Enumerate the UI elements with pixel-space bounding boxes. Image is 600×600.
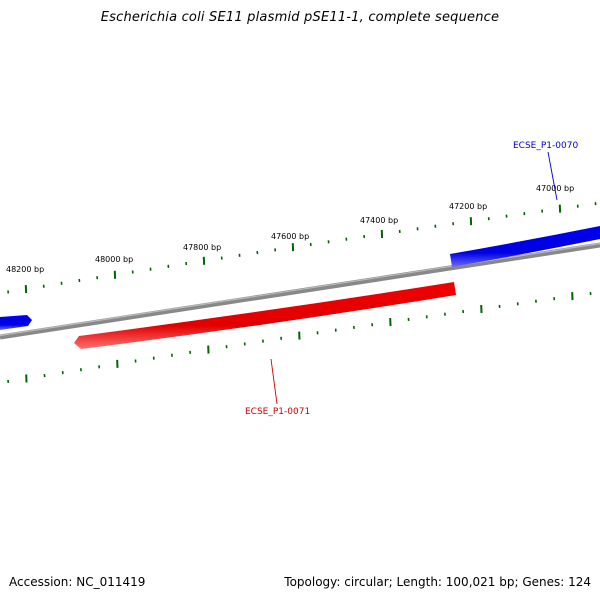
backbone-arc-highlight	[0, 242, 600, 337]
backbone-arc	[0, 242, 600, 340]
gene-label-ecse-p1-0071: ECSE_P1-0071	[245, 407, 310, 417]
tick-label-47200: 47200 bp	[449, 202, 487, 211]
tick-label-48200: 48200 bp	[6, 265, 44, 274]
tick-label-47000: 47000 bp	[536, 184, 574, 193]
outer-tick-ring	[7, 202, 597, 294]
tick-label-47800: 47800 bp	[183, 243, 221, 252]
gene-label-leader-0070	[547, 151, 558, 201]
gene-forward-fragment[interactable]	[0, 315, 32, 330]
gene-ecse-p1-0070[interactable]	[450, 226, 600, 267]
tick-label-47600: 47600 bp	[271, 232, 309, 241]
gene-label-leader-0071	[270, 358, 278, 405]
tick-label-48000: 48000 bp	[95, 255, 133, 264]
inner-tick-ring	[7, 291, 592, 384]
accession-label: Accession: NC_011419	[9, 575, 146, 589]
topology-summary: Topology: circular; Length: 100,021 bp; …	[284, 575, 591, 589]
gene-ecse-p1-0071[interactable]	[74, 282, 456, 349]
map-title: Escherichia coli SE11 plasmid pSE11-1, c…	[100, 10, 500, 25]
gene-label-ecse-p1-0070: ECSE_P1-0070	[513, 141, 578, 151]
tick-label-47400: 47400 bp	[360, 216, 398, 225]
